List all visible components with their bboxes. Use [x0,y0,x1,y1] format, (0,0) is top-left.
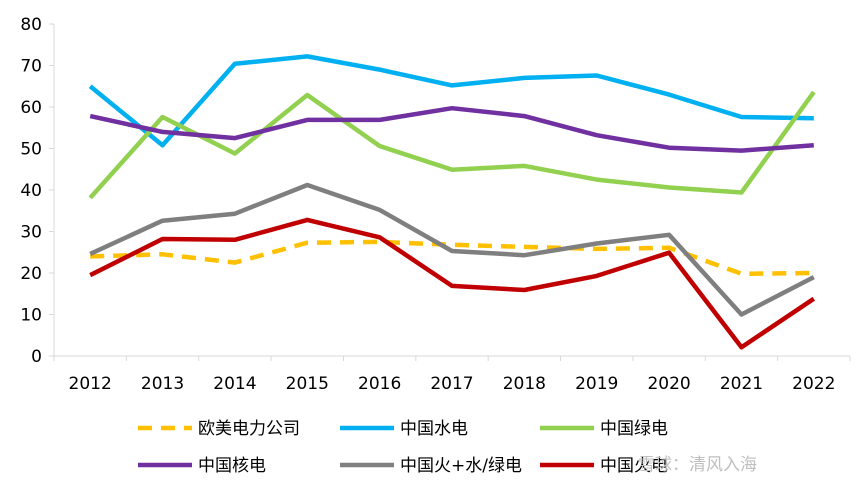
series-line-2 [88,90,816,200]
y-tick-label: 50 [20,140,42,160]
x-tick-label: 2021 [720,374,763,394]
x-tick-label: 2013 [141,374,184,394]
series-line-0 [90,239,814,277]
x-tick-label: 2019 [575,374,618,394]
watermark-text: 雪球：清风入海 [638,455,757,475]
x-tick-label: 2014 [213,374,256,394]
axes: 0 10 20 30 40 50 60 70 80 2012 2013 2014 2015 2016 201… [20,15,851,394]
y-tick-label: 40 [20,181,42,201]
y-tick-label: 70 [20,57,42,77]
y-tick-label: 10 [20,306,42,326]
legend-label-5: 中国火电 [600,456,668,476]
y-tick-label: 30 [20,223,42,243]
x-tick-label: 2015 [286,374,329,394]
legend-label-3: 中国核电 [198,456,266,476]
series-layer [88,54,816,350]
series-line-4 [89,182,815,317]
legend-label-1: 中国水电 [400,419,468,439]
x-tick-label: 2022 [792,374,835,394]
series-line-1 [88,54,814,148]
y-tick-label: 80 [20,15,42,35]
legend-label-4: 中国火+水/绿电 [400,456,522,476]
x-tick-label: 2012 [69,374,112,394]
y-tick-label: 60 [20,98,42,118]
legend-label-2: 中国绿电 [600,419,668,439]
x-tick-label: 2016 [358,374,401,394]
y-tick-label: 0 [31,347,42,367]
legend-label-0: 欧美电力公司 [198,419,300,439]
y-tick-label: 20 [20,264,42,284]
x-tick-label: 2017 [430,374,473,394]
series-line-3 [89,105,814,153]
x-tick-label: 2020 [647,374,690,394]
x-tick-label: 2018 [503,374,546,394]
series-line-5 [89,217,816,350]
